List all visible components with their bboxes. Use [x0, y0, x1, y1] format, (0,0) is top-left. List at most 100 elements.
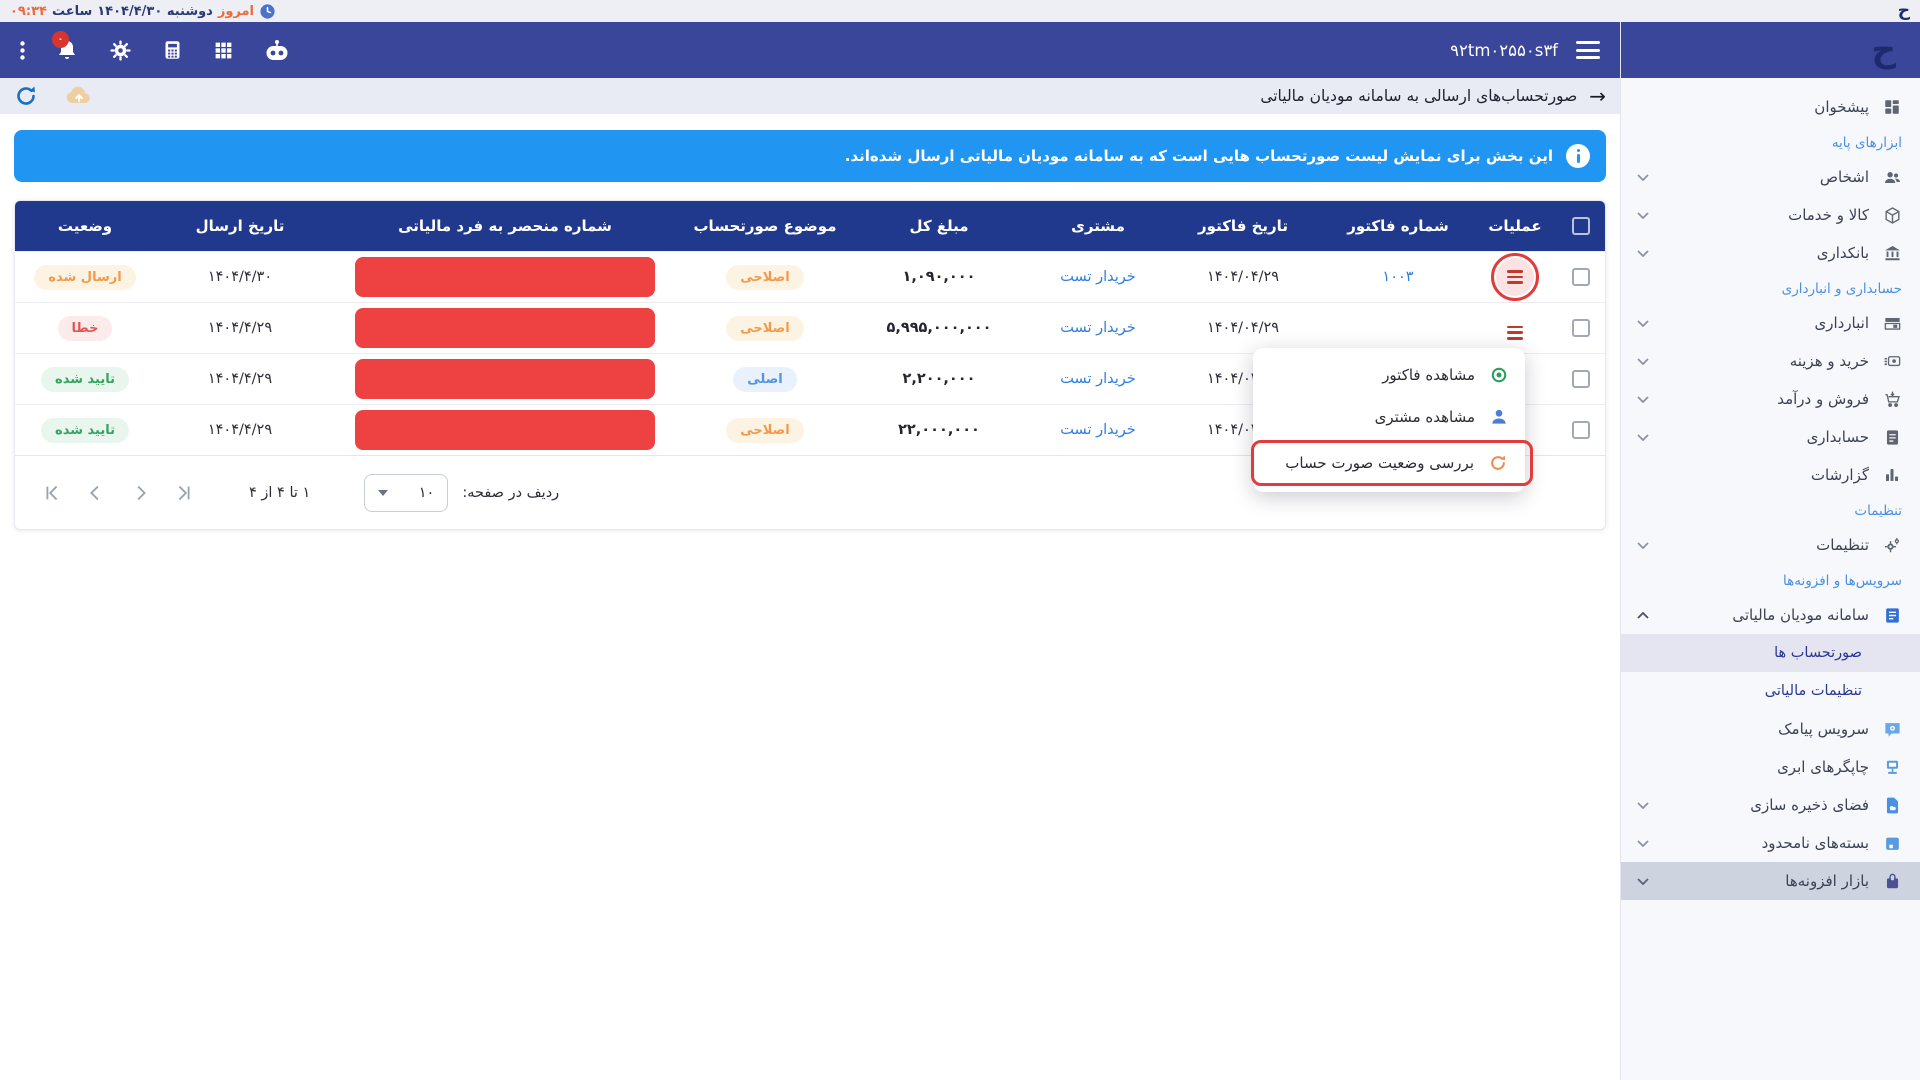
page-title: صورتحساب‌های ارسالی به سامانه مودیان مال… [1260, 87, 1578, 105]
prev-page-button[interactable] [85, 482, 107, 504]
cart-icon [1882, 389, 1902, 409]
send-date: ۱۴۰۴/۴/۲۹ [207, 371, 273, 387]
customer-link[interactable]: خریدار تست [1060, 422, 1136, 438]
sidebar-item-purchases-expenses[interactable]: خرید و هزینه [1621, 342, 1920, 380]
chevron-down-icon [1637, 877, 1649, 885]
chevron-down-icon [1637, 211, 1649, 219]
sidebar-item-banking[interactable]: بانکداری [1621, 234, 1920, 272]
row-checkbox[interactable] [1572, 319, 1590, 337]
kebab-menu-icon[interactable] [20, 40, 25, 60]
sidebar-item-sales-income[interactable]: فروش و درآمد [1621, 380, 1920, 418]
sidebar-item-accounting[interactable]: حسابداری [1621, 418, 1920, 456]
status-badge: تایید شده [41, 366, 129, 392]
cloud-printer-icon [1882, 757, 1902, 777]
weekday-date: دوشنبه ۱۴۰۴/۴/۳۰ [97, 3, 213, 19]
apps-grid-icon[interactable] [213, 40, 234, 61]
status-badge: تایید شده [41, 417, 129, 443]
col-total: مبلغ کل [909, 217, 969, 235]
appbar: ۹۲tm۰۲۵۵۰s۳f ۰ [0, 22, 1620, 78]
row-actions-button[interactable] [1507, 325, 1523, 340]
calculator-icon[interactable] [162, 39, 183, 61]
dashboard-icon [1882, 97, 1902, 117]
brand-logo: ح [1871, 30, 1896, 70]
last-page-button[interactable] [173, 482, 195, 504]
info-banner: این بخش برای نمایش لیست صورتحساب هایی اس… [14, 130, 1606, 182]
row-actions-button[interactable] [1496, 258, 1534, 296]
sidebar-item-goods-services[interactable]: کالا و خدمات [1621, 196, 1920, 234]
send-date: ۱۴۰۴/۴/۲۹ [207, 320, 273, 336]
invoice-number-link[interactable]: ۱۰۰۳ [1382, 269, 1414, 285]
chevron-down-icon [1637, 357, 1649, 365]
people-icon [1882, 167, 1902, 187]
sms-icon [1882, 719, 1902, 739]
time-value: ۰۹:۳۴ [10, 3, 47, 19]
brand-logo-small: ح [1897, 0, 1910, 21]
sidebar-item-cloud-printers[interactable]: چاپگرهای ابری [1621, 748, 1920, 786]
top-strip: امروز دوشنبه ۱۴۰۴/۴/۳۰ ساعت ۰۹:۳۴ ح [0, 0, 1920, 22]
sidebar-item-addon-market[interactable]: بازار افزونه‌ها [1621, 862, 1920, 900]
first-page-button[interactable] [41, 482, 63, 504]
clock-icon [260, 3, 275, 19]
next-page-button[interactable] [129, 482, 151, 504]
total-amount: ۲۲,۰۰۰,۰۰۰ [898, 422, 980, 438]
chevron-down-icon [1637, 249, 1649, 257]
row-checkbox[interactable] [1572, 421, 1590, 439]
sidebar-item-settings[interactable]: تنظیمات [1621, 526, 1920, 564]
refresh-icon[interactable] [14, 84, 38, 108]
row-checkbox[interactable] [1572, 370, 1590, 388]
subject-badge: اصلاحی [726, 315, 804, 341]
tax-unique-id-redacted [355, 257, 655, 297]
chevron-down-icon [1637, 395, 1649, 403]
tax-unique-id-redacted [355, 410, 655, 450]
notifications-bell-icon[interactable]: ۰ [52, 31, 79, 62]
row-checkbox[interactable] [1572, 268, 1590, 286]
cloud-upload-icon[interactable] [64, 84, 94, 108]
customer-link[interactable]: خریدار تست [1060, 269, 1136, 285]
chevron-down-icon [1637, 801, 1649, 809]
menu-item-check-invoice-status[interactable]: بررسی وضعیت صورت حساب [1251, 440, 1533, 486]
chevron-up-icon [1637, 611, 1649, 619]
sidebar-subitem-tax-settings[interactable]: تنظیمات مالیاتی [1764, 683, 1862, 699]
sidebar-subitem-invoices[interactable]: صورتحساب ها [1621, 634, 1920, 672]
select-all-checkbox[interactable] [1572, 217, 1590, 235]
col-operations: عملیات [1488, 217, 1542, 235]
sidebar-item-unlimited-packages[interactable]: بسته‌های نامحدود [1621, 824, 1920, 862]
table-row: ۱۴۰۴/۰۴/۲۹ خریدار تست ۵,۹۹۵,۰۰۰,۰۰۰ اصلا… [15, 302, 1605, 353]
rows-per-page-value: ۱۰ [418, 484, 435, 501]
bar-chart-icon [1882, 465, 1902, 485]
sidebar-item-sms-service[interactable]: سرویس پیامک [1621, 710, 1920, 748]
invoice-date: ۱۴۰۴/۰۴/۲۹ [1206, 269, 1280, 285]
gear-icon[interactable] [109, 39, 132, 62]
tax-document-icon [1882, 605, 1902, 625]
send-date: ۱۴۰۴/۴/۳۰ [207, 269, 273, 285]
sidebar-item-dashboard[interactable]: پیشخوان [1621, 88, 1920, 126]
sidebar-item-reports[interactable]: گزارشات [1621, 456, 1920, 494]
table-footer: ردیف در صفحه: ۱۰ ۱ تا ۴ از ۴ [15, 455, 1605, 529]
menu-item-view-invoice[interactable]: مشاهده فاکتور [1253, 354, 1525, 396]
package-icon [1882, 205, 1902, 225]
col-invoice-no: شماره فاکتور [1347, 217, 1449, 235]
assistant-bot-icon[interactable] [264, 39, 290, 62]
sidebar-section-services-addons: سرویس‌ها و افزونه‌ها [1783, 573, 1902, 589]
sidebar-item-warehousing[interactable]: انبارداری [1621, 304, 1920, 342]
back-arrow[interactable]: → [1589, 84, 1606, 108]
col-tax-unique-id: شماره منحصر به فرد مالیاتی [398, 217, 612, 235]
sidebar-item-persons[interactable]: اشخاص [1621, 158, 1920, 196]
col-customer: مشتری [1071, 217, 1125, 235]
box-icon [1882, 833, 1902, 853]
customer-link[interactable]: خریدار تست [1060, 320, 1136, 336]
refresh-icon [1488, 453, 1508, 473]
sidebar-item-tax-moadian-system[interactable]: سامانه مودیان مالیاتی [1621, 596, 1920, 634]
total-amount: ۲,۲۰۰,۰۰۰ [902, 371, 976, 387]
sidebar-header: ح [1621, 22, 1920, 78]
page-title-bar: → صورتحساب‌های ارسالی به سامانه مودیان م… [0, 78, 1620, 114]
time-label: ساعت [51, 3, 93, 19]
datetime: امروز دوشنبه ۱۴۰۴/۴/۳۰ ساعت ۰۹:۳۴ [10, 3, 276, 20]
sidebar-item-storage[interactable]: فضای ذخیره سازی [1621, 786, 1920, 824]
file-cloud-icon [1882, 795, 1902, 815]
customer-link[interactable]: خریدار تست [1060, 371, 1136, 387]
menu-item-view-customer[interactable]: مشاهده مشتری [1253, 396, 1525, 438]
menu-toggle-button[interactable] [1576, 41, 1600, 59]
rows-per-page-select[interactable]: ۱۰ [364, 473, 449, 512]
content-area: ۹۲tm۰۲۵۵۰s۳f ۰ [0, 22, 1620, 1080]
